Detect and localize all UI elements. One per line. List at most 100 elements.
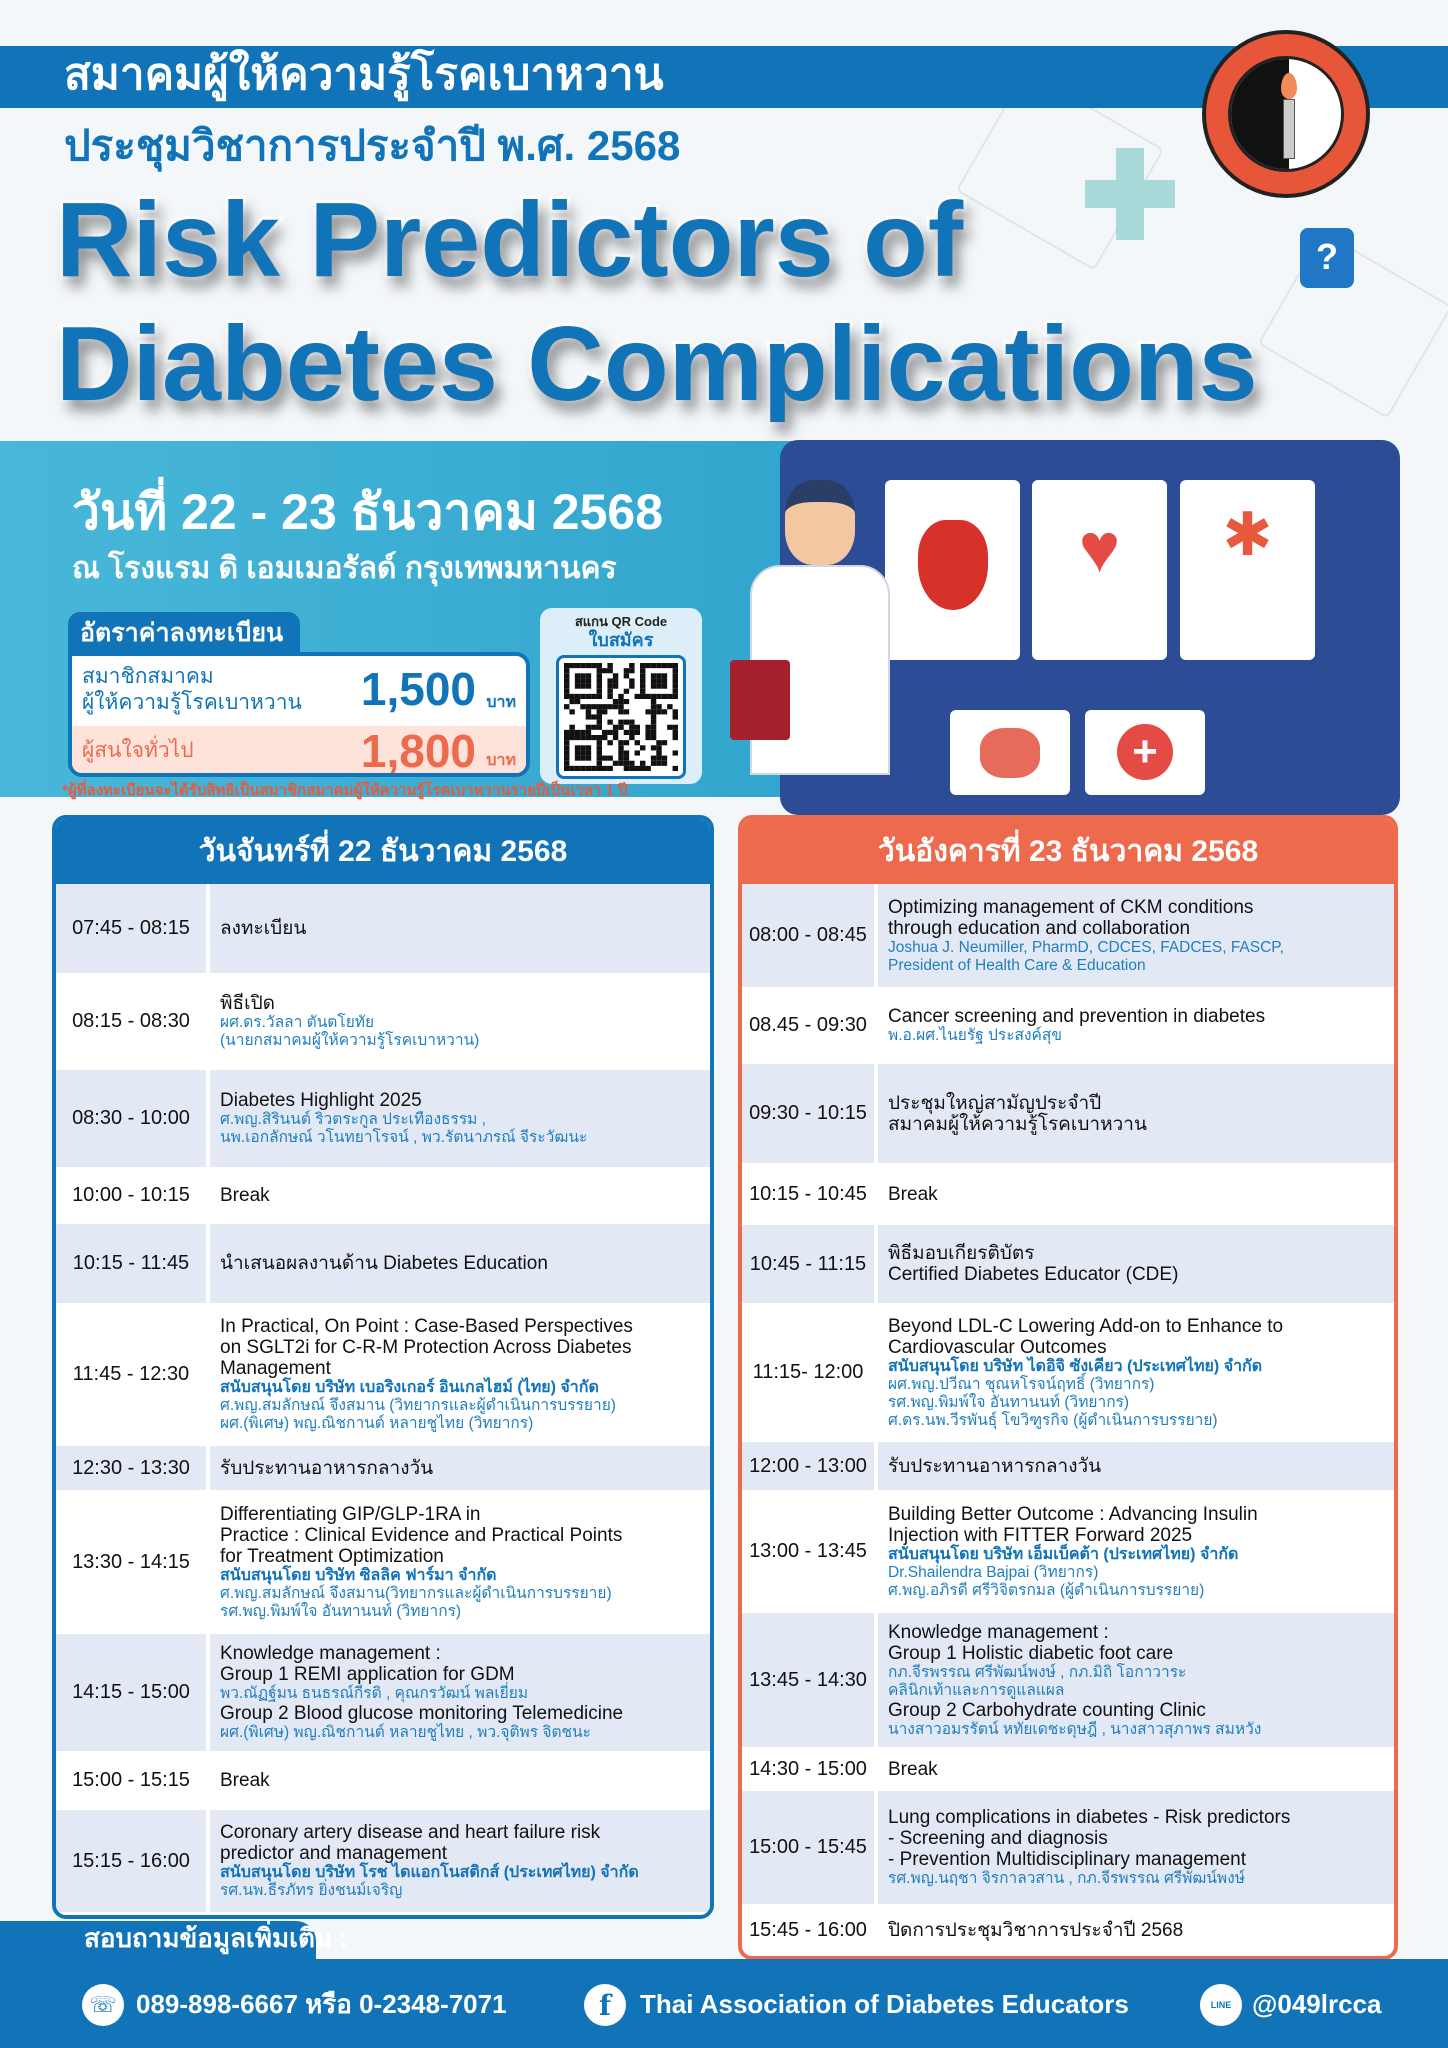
session-title: Coronary artery disease and heart failur… xyxy=(220,1822,601,1843)
session-title: รับประทานอาหารกลางวัน xyxy=(888,1455,1102,1477)
schedule-row: 15:00 - 15:15 Break xyxy=(56,1754,710,1807)
session-time: 14:15 - 15:00 xyxy=(56,1634,206,1751)
member-label: สมาชิกสมาคม xyxy=(82,665,214,688)
session-speaker: รศ.นพ.ธีรภัทร ยิ่งชนม์เจริญ xyxy=(220,1882,403,1899)
session-details: ลงทะเบียน xyxy=(210,884,710,973)
member-fee-row: สมาชิกสมาคม ผู้ให้ความรู้โรคเบาหวาน 1,50… xyxy=(72,656,526,726)
session-sponsor: สนับสนุนโดย บริษัท ไดอิจิ ซังเคียว (ประเ… xyxy=(888,1357,1263,1375)
day2-schedule: วันอังคารที่ 23 ธันวาคม 2568 08:00 - 08:… xyxy=(738,815,1398,1960)
session-time: 10:15 - 11:45 xyxy=(56,1224,206,1303)
session-details: Lung complications in diabetes - Risk pr… xyxy=(878,1791,1394,1904)
session-title: In Practical, On Point : Case-Based Pers… xyxy=(220,1316,633,1337)
session-time: 15:00 - 15:45 xyxy=(742,1791,874,1904)
session-details: Diabetes Highlight 2025 ศ.พญ.สิรินนต์ ริว… xyxy=(210,1070,710,1167)
session-title: for Treatment Optimization xyxy=(220,1545,444,1567)
session-sponsor: สนับสนุนโดย บริษัท เอ็มเบ็คต้า (ประเทศไท… xyxy=(888,1545,1239,1563)
session-speaker: รศ.พญ.นฤชา จิรกาลวสาน , กภ.จีรพรรณ ศรีพั… xyxy=(888,1870,1245,1887)
session-details: Beyond LDL-C Lowering Add-on to Enhance … xyxy=(878,1306,1394,1439)
session-details: Break xyxy=(878,1166,1394,1222)
session-time: 10:15 - 10:45 xyxy=(749,1182,867,1205)
registration-fees: สมาชิกสมาคม ผู้ให้ความรู้โรคเบาหวาน 1,50… xyxy=(68,652,530,777)
session-details: รับประทานอาหารกลางวัน xyxy=(210,1446,710,1490)
schedule-row: 10:15 - 11:45 นำเสนอผลงานด้าน Diabetes Ed… xyxy=(56,1224,710,1303)
session-speaker: กภ.จีรพรรณ ศรีพัฒน์พงษ์ , กภ.มิถิ โอกาวา… xyxy=(888,1663,1187,1681)
session-time: 11:45 - 12:30 xyxy=(72,1363,190,1385)
session-details: พิธีเปิด ผศ.ดร.วัลลา ตันตโยทัย (นายกสมาคมผ… xyxy=(210,976,710,1067)
main-title-line1: Risk Predictors of xyxy=(53,179,966,301)
session-title: Beyond LDL-C Lowering Add-on to Enhance … xyxy=(888,1315,1284,1337)
session-time: 14:30 - 15:00 xyxy=(749,1757,867,1780)
lung-card xyxy=(950,710,1070,795)
schedule-row: 14:30 - 15:00 Break xyxy=(742,1750,1394,1788)
session-details: ประชุมใหญ่สามัญประจำปี สมาคมผู้ให้ความรู้… xyxy=(878,1064,1394,1163)
general-label: ผู้สนใจทั่วไป xyxy=(82,739,194,762)
session-title: พิธีมอบเกียรติบัตร xyxy=(888,1243,1035,1264)
session-speaker: ศ.พญ.สิรินนต์ ริวตระกูล ประเทืองธรรม , xyxy=(220,1111,486,1128)
session-details: Break xyxy=(878,1750,1394,1788)
session-speaker: รศ.พญ.พิมพ์ใจ อันทานนท์ (วิทยากร) xyxy=(888,1393,1130,1411)
heart-icon: ♥ xyxy=(1078,509,1121,587)
day1-schedule: วันจันทร์ที่ 22 ธันวาคม 2568 07:45 - 08:… xyxy=(52,815,714,1919)
schedule-row: 14:15 - 15:00 Knowledge management : Group… xyxy=(56,1634,710,1751)
contact-facebook[interactable]: Thai Association of Diabetes Educators xyxy=(640,1989,1129,2019)
currency-unit: บาท xyxy=(486,694,516,711)
session-title: through education and collaboration xyxy=(888,917,1191,939)
schedule-row: 15:00 - 15:45 Lung complications in diabe… xyxy=(742,1791,1394,1904)
session-title: Group 2 Blood glucose monitoring Telemed… xyxy=(220,1703,624,1724)
cancer-card: ✱ xyxy=(1180,480,1315,660)
session-details: พิธีมอบเกียรติบัตร Certified Diabetes Edu… xyxy=(878,1225,1394,1303)
session-time: 10:00 - 10:15 xyxy=(72,1184,190,1206)
session-time: 12:30 - 13:30 xyxy=(56,1446,206,1490)
day2-heading: วันอังคารที่ 23 ธันวาคม 2568 xyxy=(742,819,1394,884)
contact-line[interactable]: @049lrcca xyxy=(1252,1989,1382,2019)
session-time: 08:30 - 10:00 xyxy=(56,1070,206,1167)
schedule-row: 12:00 - 13:00 รับประทานอาหารกลางวัน xyxy=(742,1442,1394,1490)
session-speaker: ผศ.(พิเศษ) พญ.ณิชกานต์ หลายชูไทย , พว.จุ… xyxy=(220,1724,591,1741)
schedule-row: 08:00 - 08:45 Optimizing management of CK… xyxy=(742,884,1394,987)
session-title: Diabetes Highlight 2025 xyxy=(220,1090,422,1111)
contact-phone[interactable]: 089-898-6667 หรือ 0-2348-7071 xyxy=(136,1989,507,2019)
session-title: Lung complications in diabetes - Risk pr… xyxy=(888,1807,1291,1828)
heart-card: ♥ xyxy=(1032,480,1167,660)
qr-code[interactable] xyxy=(556,655,686,779)
question-bubble-icon: ? xyxy=(1300,228,1354,288)
session-time: 12:00 - 13:00 xyxy=(742,1442,874,1490)
schedule-row: 13:30 - 14:15 Differentiating GIP/GLP-1RA… xyxy=(56,1493,710,1631)
doctor-illustration xyxy=(730,480,910,810)
schedule-row: 08.45 - 09:30 Cancer screening and preven… xyxy=(742,990,1394,1061)
session-speaker: ผศ.ดร.วัลลา ตันตโยทัย xyxy=(220,1014,375,1031)
session-title: นำเสนอผลงานด้าน Diabetes Education xyxy=(220,1253,548,1274)
schedule-row: 13:45 - 14:30 Knowledge management : Group… xyxy=(742,1613,1394,1747)
session-title: Break xyxy=(220,1185,270,1206)
event-date: วันที่ 22 - 23 ธันวาคม 2568 xyxy=(72,484,664,540)
general-price: 1,800 xyxy=(360,725,476,777)
session-title: Certified Diabetes Educator (CDE) xyxy=(888,1264,1179,1285)
member-label: ผู้ให้ความรู้โรคเบาหวาน xyxy=(82,691,302,714)
schedule-row: 08:15 - 08:30 พิธีเปิด ผศ.ดร.วัลลา ตันตโยท… xyxy=(56,976,710,1067)
registration-heading: อัตราค่าลงทะเบียน xyxy=(68,612,300,658)
session-speaker: President of Health Care & Education xyxy=(888,956,1146,974)
session-speaker: พว.ณัฏฐ์มน ธนธรณ์กีรติ , คุณกรวัฒน์ พลเย… xyxy=(220,1685,529,1702)
session-details: Building Better Outcome : Advancing Insu… xyxy=(878,1493,1394,1610)
session-title: สมาคมผู้ให้ความรู้โรคเบาหวาน xyxy=(888,1113,1147,1135)
schedule-row: 10:45 - 11:15 พิธีมอบเกียรติบัตร Certified… xyxy=(742,1225,1394,1303)
session-title: - Prevention Multidisciplinary managemen… xyxy=(888,1849,1246,1870)
session-speaker: รศ.พญ.พิมพ์ใจ อันทานนท์ (วิทยากร) xyxy=(220,1602,462,1620)
session-time: 13:30 - 14:15 xyxy=(72,1550,190,1573)
session-title: รับประทานอาหารกลางวัน xyxy=(220,1457,434,1479)
session-details: นำเสนอผลงานด้าน Diabetes Education xyxy=(210,1224,710,1303)
session-time: 15:15 - 16:00 xyxy=(56,1810,206,1912)
crab-icon: ✱ xyxy=(1222,501,1273,568)
session-details: Knowledge management : Group 1 Holistic d… xyxy=(878,1613,1394,1747)
session-speaker: คลินิกเท้าและการดูแลแผล xyxy=(888,1681,1065,1699)
session-title: Group 1 REMI application for GDM xyxy=(220,1664,515,1685)
session-title: Injection with FITTER Forward 2025 xyxy=(888,1524,1193,1546)
session-time: 13:00 - 13:45 xyxy=(749,1540,867,1562)
session-time: 15:45 - 16:00 xyxy=(749,1918,867,1941)
session-title: Cardiovascular Outcomes xyxy=(888,1336,1107,1358)
session-title: ประชุมใหญ่สามัญประจำปี xyxy=(888,1092,1102,1114)
schedule-row: 10:00 - 10:15 Break xyxy=(56,1170,710,1221)
schedule-row: 08:30 - 10:00 Diabetes Highlight 2025 ศ.พญ… xyxy=(56,1070,710,1167)
session-time: 09:30 - 10:15 xyxy=(742,1064,874,1163)
schedule-row: 09:30 - 10:15 ประชุมใหญ่สามัญประจำปี สมาคม… xyxy=(742,1064,1394,1163)
